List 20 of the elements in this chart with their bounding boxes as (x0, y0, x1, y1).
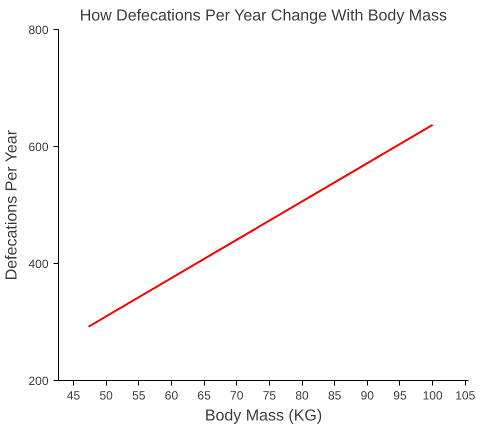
x-tick-label: 60 (164, 388, 178, 402)
x-tick-label: 75 (262, 388, 276, 402)
x-axis-title: Body Mass (KG) (204, 408, 322, 424)
x-tick-label: 85 (328, 388, 342, 402)
y-axis-title: Defecations Per Year (3, 129, 20, 280)
x-tick-label: 105 (455, 388, 476, 402)
x-tick-label: 95 (393, 388, 407, 402)
x-tick-label: 50 (99, 388, 114, 402)
y-tick-label: 800 (28, 23, 49, 37)
y-tick-label: 200 (28, 374, 49, 388)
x-tick-label: 90 (360, 388, 374, 402)
x-tick-label: 100 (422, 388, 443, 402)
y-tick-label: 400 (28, 257, 49, 271)
x-tick-label: 65 (197, 388, 212, 402)
x-tick-label: 70 (230, 388, 244, 402)
y-tick-label: 600 (28, 140, 49, 154)
x-tick-label: 80 (295, 388, 310, 402)
x-tick-label: 55 (132, 388, 146, 402)
chart-title: How Defecations Per Year Change With Body Mass (80, 8, 448, 24)
x-tick-label: 45 (66, 388, 81, 402)
